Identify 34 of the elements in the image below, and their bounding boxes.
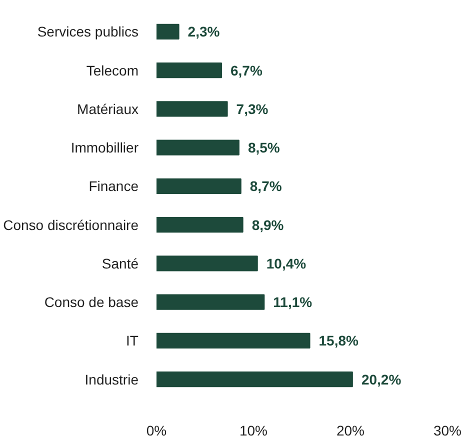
bar	[156, 256, 258, 272]
bar	[156, 24, 180, 40]
y-tick-label: Conso de base	[44, 294, 139, 310]
y-tick-label: Santé	[102, 255, 139, 272]
x-tick-label: 20%	[336, 422, 365, 438]
bar	[156, 332, 310, 349]
data-label: 2,3%	[188, 24, 220, 40]
y-tick-label: Finance	[88, 178, 139, 194]
y-tick-label: Telecom	[86, 62, 139, 78]
y-tick-label: Industrie	[84, 371, 139, 388]
data-label: 10,4%	[266, 255, 307, 272]
data-label: 15,8%	[318, 332, 360, 349]
y-tick-label: IT	[126, 332, 139, 349]
data-label: 8,5%	[248, 140, 280, 156]
y-tick-label: Immobillier	[70, 140, 139, 156]
bar	[156, 216, 244, 233]
data-label: 8,7%	[250, 178, 282, 194]
data-label: 6,7%	[230, 62, 263, 78]
bar	[156, 62, 222, 78]
y-tick-label: Conso discrétionnaire	[3, 216, 139, 233]
bar	[156, 371, 353, 388]
x-tick-label: 10%	[239, 422, 268, 438]
bar	[156, 178, 242, 194]
y-tick-label: Services publics	[37, 24, 139, 40]
x-tick-label: 30%	[433, 422, 462, 438]
bar	[156, 294, 265, 310]
data-label: 7,3%	[236, 100, 269, 117]
data-label: 8,9%	[252, 216, 284, 233]
y-tick-label: Matériaux	[77, 100, 138, 117]
bar	[156, 140, 240, 156]
data-label: 20,2%	[361, 371, 402, 388]
x-tick-label: 0%	[146, 422, 167, 438]
data-label: 11,1%	[273, 294, 313, 310]
bar	[156, 101, 228, 117]
